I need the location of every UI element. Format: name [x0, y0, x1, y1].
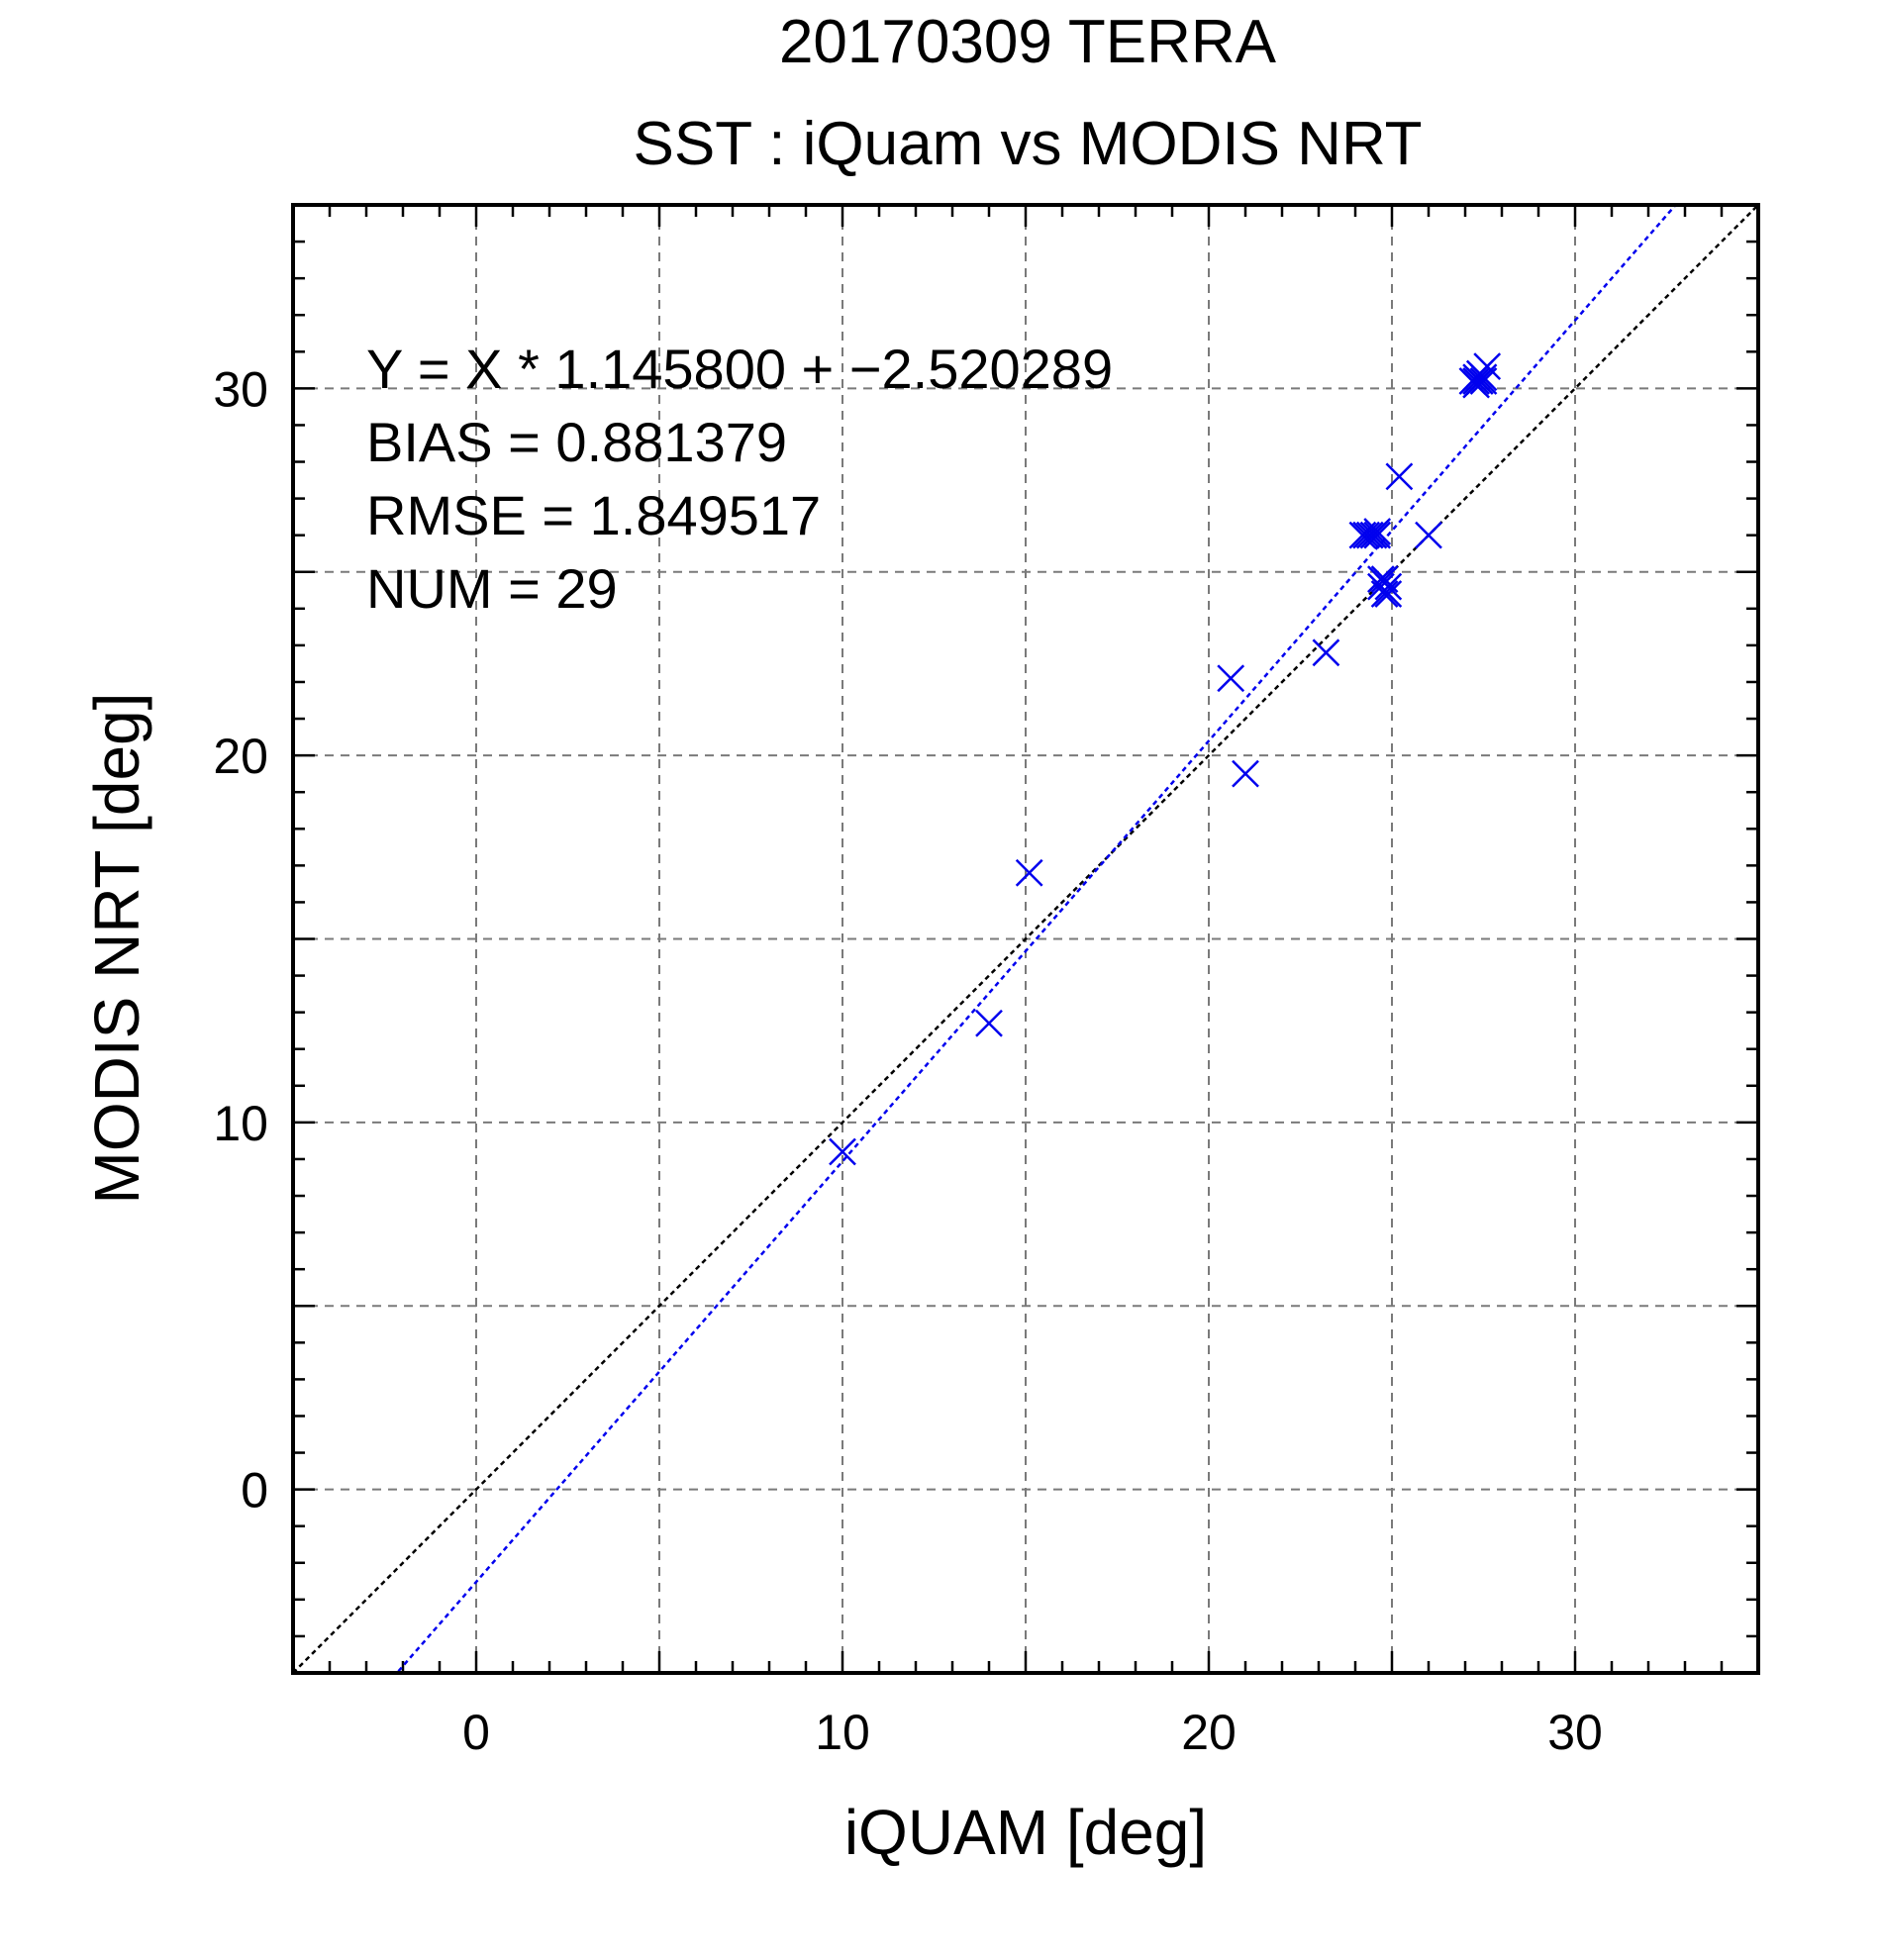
- data-point-stroke: [1370, 580, 1399, 608]
- data-point: [1363, 521, 1392, 549]
- data-point-stroke: [1473, 352, 1502, 381]
- plot-frame: [291, 203, 1760, 1675]
- y-tick-label: 20: [213, 729, 268, 784]
- data-point-stroke: [1370, 565, 1399, 594]
- data-point-stroke: [1374, 572, 1403, 601]
- data-point-stroke: [1385, 462, 1414, 491]
- data-point-stroke: [1232, 759, 1259, 788]
- reference-lines: [293, 205, 1758, 1673]
- x-tick-label: 20: [1181, 1705, 1237, 1760]
- bias-stat: BIAS = 0.881379: [366, 411, 787, 473]
- data-point: [1473, 352, 1502, 381]
- rmse-stat: RMSE = 1.849517: [366, 484, 821, 546]
- data-point: [1374, 572, 1403, 601]
- chart-subtitle: SST : iQuam vs MODIS NRT: [634, 110, 1423, 178]
- data-point-stroke: [1415, 521, 1442, 549]
- data-point-stroke: [1217, 664, 1245, 693]
- data-point: [1352, 521, 1380, 549]
- identity-line: [293, 205, 1758, 1673]
- x-tick-label: 0: [462, 1705, 490, 1760]
- data-point-stroke: [1462, 370, 1490, 399]
- data-point: [1015, 858, 1043, 887]
- data-point: [1217, 664, 1245, 693]
- y-tick-label: 30: [213, 361, 268, 417]
- data-point: [975, 1009, 1003, 1037]
- data-point: [1462, 370, 1490, 399]
- data-points: [829, 352, 1502, 1166]
- data-point: [829, 1137, 856, 1166]
- y-tick-label: 0: [241, 1463, 268, 1519]
- data-point: [1462, 367, 1490, 395]
- data-point: [1370, 565, 1399, 594]
- y-tick-label: 10: [213, 1096, 268, 1151]
- chart-title: 20170309 TERRA: [779, 8, 1277, 76]
- data-point: [1367, 572, 1395, 601]
- data-point-stroke: [829, 1137, 856, 1166]
- x-axis-label: iQUAM [deg]: [844, 1797, 1207, 1868]
- data-point-stroke: [1367, 572, 1395, 601]
- data-point-stroke: [975, 1009, 1003, 1037]
- data-point-stroke: [1015, 858, 1043, 887]
- data-point-stroke: [1312, 638, 1340, 667]
- x-tick-label: 10: [815, 1705, 870, 1760]
- tick-labels: 0 10 20 30 0 10 20 30: [213, 361, 1602, 1760]
- data-point: [1415, 521, 1442, 549]
- data-point-stroke: [1363, 518, 1392, 545]
- data-point: [1370, 580, 1399, 608]
- data-point-stroke: [1352, 521, 1380, 549]
- num-stat: NUM = 29: [366, 557, 618, 620]
- data-point: [1355, 521, 1384, 549]
- data-point-stroke: [1355, 521, 1384, 549]
- data-point: [1232, 759, 1259, 788]
- data-point: [1312, 638, 1340, 667]
- data-point-stroke: [1462, 367, 1490, 395]
- data-point: [1363, 518, 1392, 545]
- regression-equation: Y = X * 1.145800 + −2.520289: [366, 338, 1113, 400]
- data-point: [1385, 462, 1414, 491]
- grid: [293, 205, 1758, 1673]
- data-point-stroke: [1363, 521, 1392, 549]
- y-axis-label: MODIS NRT [deg]: [81, 693, 152, 1205]
- regression-line: [395, 205, 1678, 1673]
- x-tick-label: 30: [1547, 1705, 1603, 1760]
